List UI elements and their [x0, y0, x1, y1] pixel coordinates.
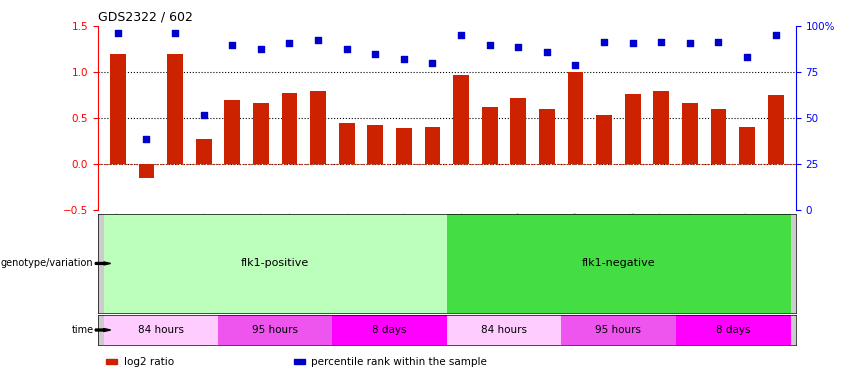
Bar [196, 139, 212, 164]
Text: 95 hours: 95 hours [596, 325, 642, 335]
Point [283, 40, 296, 46]
Point [140, 136, 153, 142]
Point [168, 30, 182, 36]
Text: 95 hours: 95 hours [252, 325, 298, 335]
Point [711, 39, 725, 45]
Bar [625, 94, 641, 164]
Bar [368, 126, 383, 164]
Bar [447, 214, 790, 313]
Bar [454, 75, 469, 164]
Point [426, 60, 439, 66]
Bar [597, 116, 612, 164]
Text: 8 days: 8 days [373, 325, 407, 335]
Text: flk1-negative: flk1-negative [581, 258, 655, 268]
Point [483, 42, 496, 48]
Bar [740, 128, 755, 164]
Text: time: time [71, 325, 94, 335]
Point [197, 112, 210, 118]
Bar [682, 102, 698, 164]
Bar [396, 128, 412, 164]
Point [540, 49, 554, 55]
Text: GDS2322 / 602: GDS2322 / 602 [98, 11, 192, 24]
Bar [539, 109, 555, 164]
Point [740, 54, 754, 60]
Bar [568, 72, 583, 164]
Bar [676, 315, 790, 345]
Bar [768, 95, 784, 164]
Text: genotype/variation: genotype/variation [1, 258, 94, 268]
Bar [104, 315, 218, 345]
Bar [218, 315, 333, 345]
Bar [139, 164, 154, 178]
Point [226, 42, 239, 48]
Text: 84 hours: 84 hours [138, 325, 184, 335]
Point [311, 37, 325, 43]
Text: percentile rank within the sample: percentile rank within the sample [311, 357, 488, 367]
Point [111, 30, 125, 36]
Text: 8 days: 8 days [716, 325, 750, 335]
Point [597, 39, 611, 45]
Point [454, 33, 468, 39]
Bar [654, 91, 669, 164]
Text: log2 ratio: log2 ratio [124, 357, 174, 367]
Bar [447, 315, 561, 345]
Bar [311, 92, 326, 164]
Point [768, 33, 782, 39]
Bar [225, 100, 240, 164]
Point [397, 56, 411, 62]
Bar [482, 107, 498, 164]
Bar [511, 98, 526, 164]
Bar [253, 102, 269, 164]
Point [683, 40, 697, 46]
Point [368, 51, 382, 57]
Point [340, 46, 353, 52]
Bar [282, 93, 297, 164]
Point [254, 46, 268, 52]
Bar [110, 54, 126, 164]
Bar [425, 128, 440, 164]
Point [654, 39, 668, 45]
Point [511, 44, 525, 50]
Point [625, 40, 639, 46]
Point [568, 62, 582, 68]
Bar [561, 315, 676, 345]
Bar [167, 54, 183, 164]
Text: flk1-positive: flk1-positive [241, 258, 309, 268]
Bar [711, 109, 727, 164]
Bar [104, 214, 447, 313]
Text: 84 hours: 84 hours [481, 325, 527, 335]
Bar [339, 123, 355, 164]
Bar [333, 315, 447, 345]
